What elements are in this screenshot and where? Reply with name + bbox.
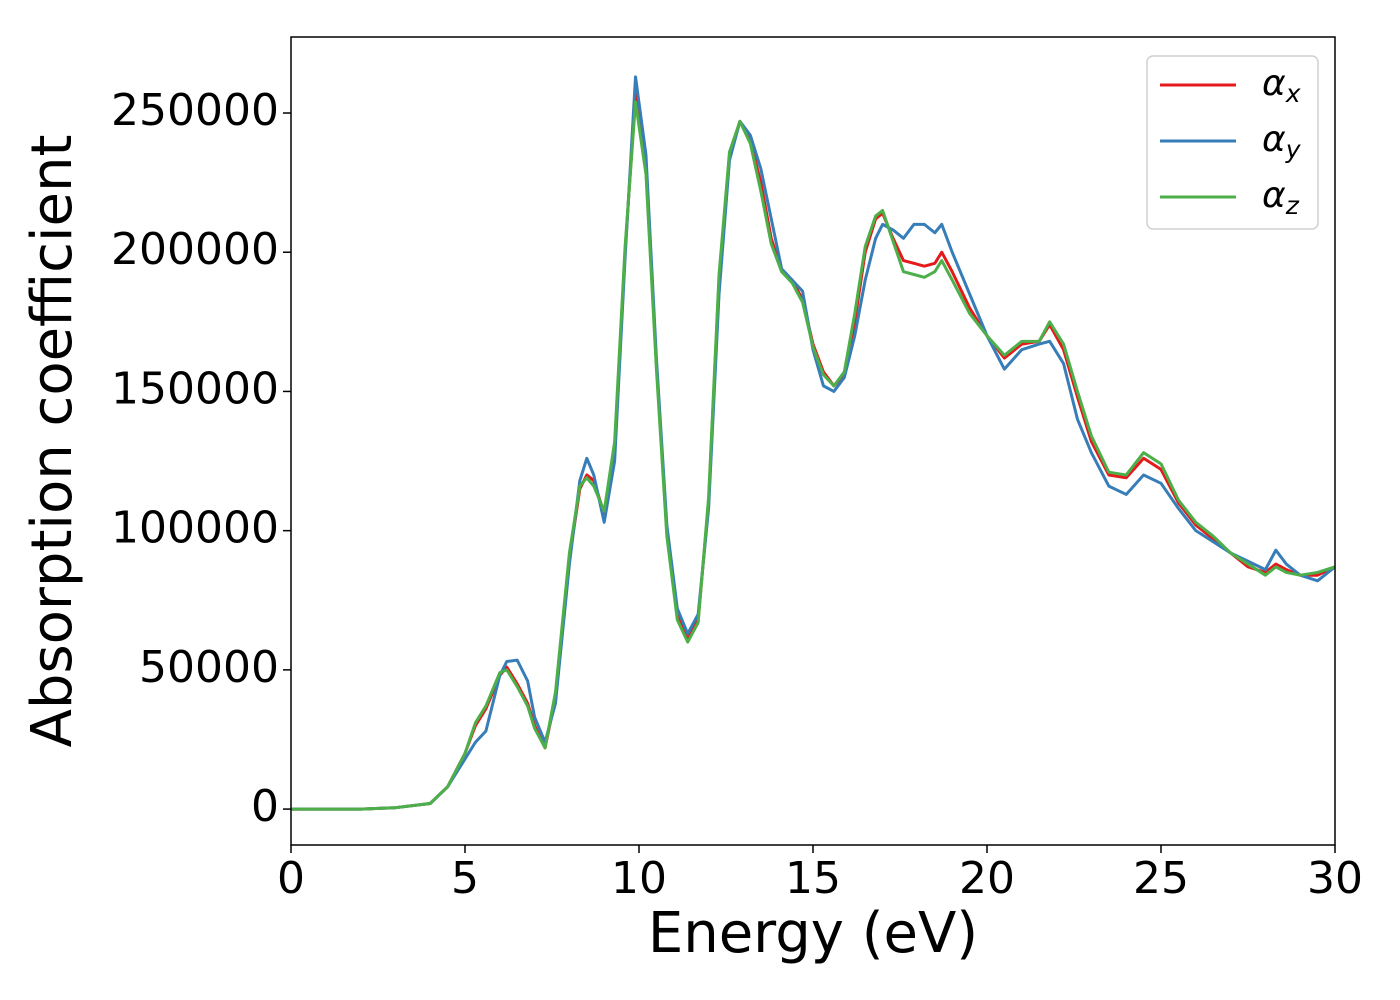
line-series <box>291 75 1335 811</box>
y-tick-label: 250000 <box>111 85 279 136</box>
y-tick-label: 50000 <box>139 642 279 693</box>
x-tick-label: 20 <box>959 853 1015 904</box>
x-axis-label: Energy (eV) <box>648 901 978 966</box>
x-tick-label: 30 <box>1307 853 1363 904</box>
plot-frame <box>290 36 1336 846</box>
x-tick-label: 15 <box>785 853 841 904</box>
y-tick-label: 150000 <box>111 363 279 414</box>
x-tick-label: 0 <box>277 853 305 904</box>
x-tick-label: 25 <box>1133 853 1189 904</box>
y-tick-label: 200000 <box>111 224 279 275</box>
x-tick-label: 10 <box>611 853 667 904</box>
y-tick-label: 0 <box>251 781 279 832</box>
y-tick-label: 100000 <box>111 503 279 554</box>
x-tick-label: 5 <box>451 853 479 904</box>
line-series <box>291 100 1335 811</box>
y-axis-label: Absorption coefficient <box>20 135 85 748</box>
